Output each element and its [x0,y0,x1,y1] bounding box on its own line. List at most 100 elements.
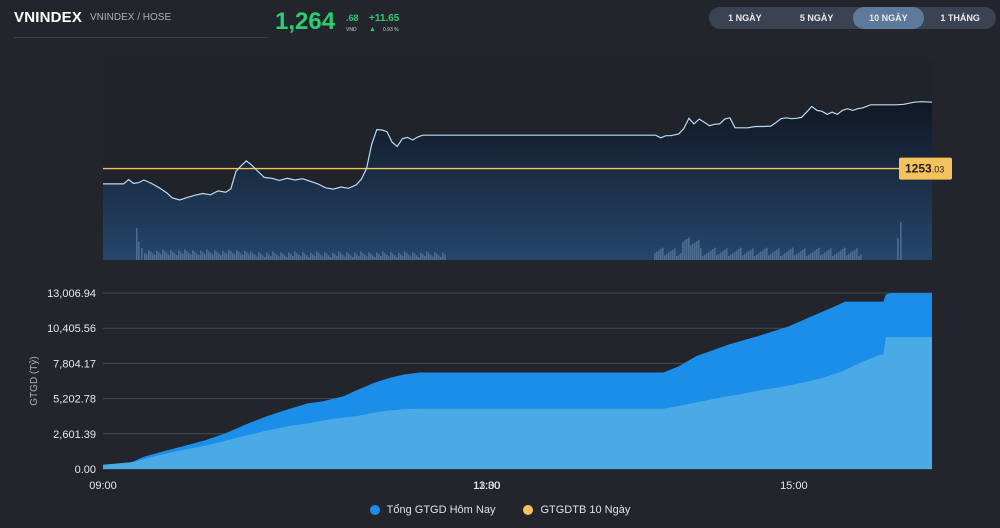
volume-bar [184,249,186,260]
volume-bar [366,256,368,260]
volume-bar [240,253,242,260]
volume-bar [180,252,182,261]
legend-item-avg[interactable]: GTGDTB 10 Ngày [523,504,630,516]
tab-1-ngay[interactable]: 1 NGÀY [728,13,762,23]
volume-bar [362,253,364,261]
volume-bar [270,255,272,260]
y-tick-label: 13,006.94 [47,288,96,300]
volume-bar [756,254,758,260]
volume-bar [754,256,756,260]
volume-bar [266,252,268,260]
volume-bar [798,252,800,260]
volume-bar [244,250,246,260]
volume-bar [322,256,324,260]
volume-bar [832,256,834,260]
volume-bar [396,257,398,260]
volume-bar [426,251,428,260]
volume-bar [156,250,158,260]
volume-bar [276,254,278,260]
volume-bar [186,251,188,261]
volume-bar [848,253,850,260]
chart-legend: Tổng GTGD Hôm Nay GTGDTB 10 Ngày [0,504,1000,516]
volume-bar [836,253,838,260]
tab-1-thang[interactable]: 1 THÁNG [940,13,980,23]
volume-bar [262,255,264,260]
volume-bar [308,257,310,260]
volume-bar [810,253,812,260]
index-symbol: VNINDEX [14,9,83,26]
volume-bar [288,252,290,260]
volume-bar [164,251,166,261]
volume-bar [256,256,258,260]
volume-bar [740,247,742,260]
tab-5-ngay[interactable]: 5 NGÀY [799,13,834,23]
volume-bar [302,252,304,261]
volume-bar [194,251,196,260]
price-unit: VND [346,27,357,33]
volume-bar [784,253,786,260]
volume-bar [846,255,848,260]
reference-label: 1253.03 [905,162,944,176]
volume-bar [214,250,216,260]
y-tick-label: 10,405.56 [47,323,96,335]
volume-bar [696,241,698,260]
y-tick-label: 0.00 [75,464,96,476]
volume-bar [324,252,326,261]
volume-bar [860,254,862,260]
volume-bar [708,251,710,260]
volume-bar [278,256,280,260]
volume-bar [218,253,220,260]
volume-bar [298,254,300,260]
volume-bar [844,247,846,260]
volume-bar [228,249,230,260]
volume-bar [722,251,724,260]
x-tick-label: 11:30 [473,480,500,492]
reference-label-int: 1253 [905,162,932,176]
volume-bar [354,252,356,260]
volume-bar [670,251,672,260]
volume-bar [692,243,694,260]
volume-bar [176,255,178,260]
volume-bar [746,252,748,260]
volume-bar [190,254,192,260]
volume-bar [316,251,318,260]
volume-bar [246,252,248,261]
volume-bar [204,253,206,260]
volume-bar [344,256,346,260]
volume-bar [728,256,730,260]
volume-bar [312,254,314,261]
volume-bar [364,254,366,260]
volume-bar [336,255,338,260]
volume-bar [796,253,798,260]
volume-bar [306,255,308,260]
volume-bar [710,250,712,260]
volume-bar [770,253,772,260]
volume-bar [428,253,430,261]
legend-label-avg: GTGDTB 10 Ngày [540,504,631,516]
legend-item-total[interactable]: Tổng GTGD Hôm Nay [369,504,495,516]
volume-bar [416,255,418,260]
y-tick-label: 7,804.17 [53,358,96,370]
volume-bar [380,255,382,260]
volume-bar [406,253,408,261]
volume-bar [666,253,668,260]
y-axis-ticks: 0.00 2,601.39 5,202.78 7,804.17 10,405.56 13,… [47,288,96,476]
volume-bar [748,251,750,260]
volume-bar [342,254,344,260]
volume-bar [897,238,899,260]
volume-bar [822,253,824,260]
volume-bar [274,253,276,261]
volume-bar [434,252,436,261]
volume-bar [160,253,162,260]
volume-bar [408,254,410,260]
volume-bar [384,253,386,261]
volume-bar [842,249,844,260]
tab-10-ngay[interactable]: 10 NGÀY [852,7,925,29]
volume-bar [678,254,680,260]
volume-bar [230,251,232,261]
volume-bar [268,254,270,261]
volume-bar [136,228,138,260]
volume-bar [744,253,746,260]
volume-bar [664,255,666,260]
